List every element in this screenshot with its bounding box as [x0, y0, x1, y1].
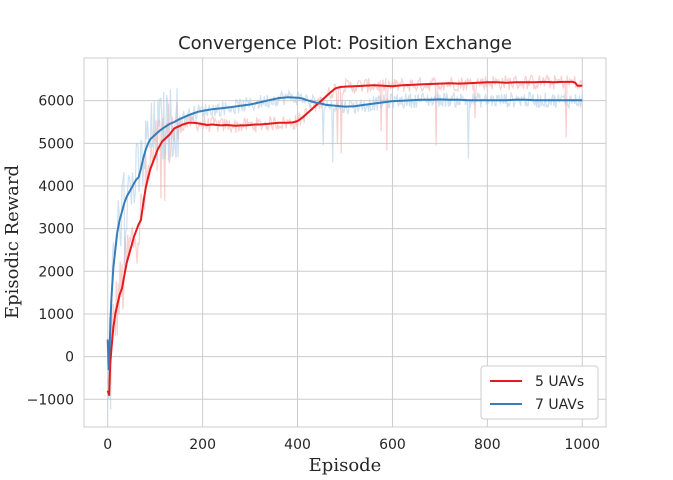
x-tick-label: 400	[284, 437, 311, 453]
x-tick-label: 200	[189, 437, 216, 453]
y-tick-label: 6000	[38, 94, 74, 110]
y-axis-title: Episodic Reward	[2, 165, 23, 319]
x-tick-label: 1000	[564, 437, 600, 453]
x-axis-title: Episode	[309, 455, 382, 476]
y-tick-label: 1000	[38, 307, 74, 323]
series-line-7-uavs	[106, 96, 583, 371]
chart-title: Convergence Plot: Position Exchange	[178, 33, 512, 54]
x-tick-label: 0	[103, 437, 112, 453]
legend-box	[480, 365, 599, 420]
y-tick-label: 5000	[38, 136, 74, 152]
y-tick-label: −1000	[27, 392, 74, 408]
y-tick-label: 3000	[38, 222, 74, 238]
legend-label-7-uavs: 7 UAVs	[535, 397, 584, 413]
x-tick-label: 600	[379, 437, 406, 453]
y-tick-label: 2000	[38, 264, 74, 280]
raw-episode-band-7-uavs	[107, 88, 583, 410]
legend-label-5-uavs: 5 UAVs	[535, 374, 584, 390]
x-tick-label: 800	[474, 437, 501, 453]
y-tick-label: 4000	[38, 179, 74, 195]
series-layer	[106, 80, 583, 396]
y-tick-label: 0	[65, 350, 74, 366]
legend: 5 UAVs 7 UAVs	[480, 365, 599, 420]
series-line-5-uavs	[106, 80, 583, 396]
tick-layer: 0 200 400 600 800 1000 −1000 0 1000 2000 3000 4000 5…	[27, 94, 600, 453]
